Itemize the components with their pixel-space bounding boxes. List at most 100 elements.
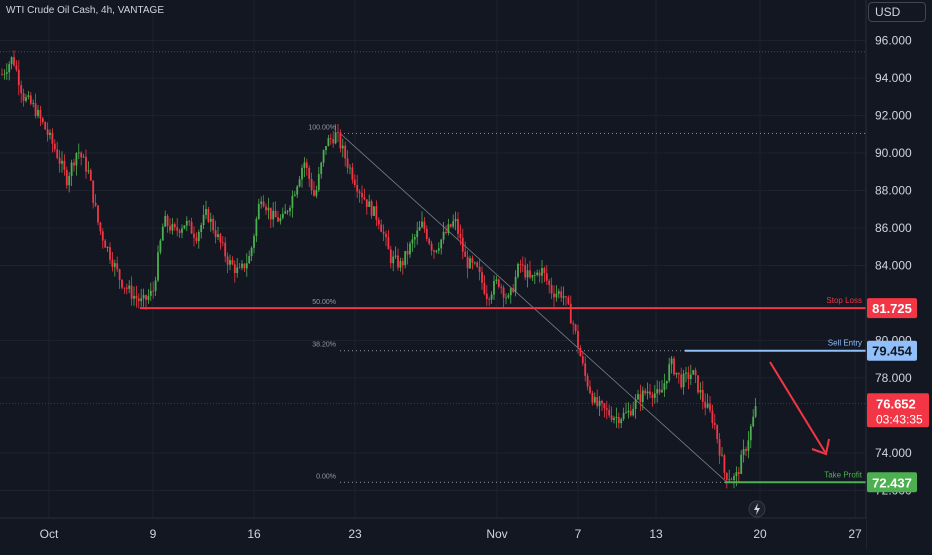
candle-body bbox=[697, 375, 699, 393]
candle-body bbox=[603, 403, 606, 409]
candle-body bbox=[353, 179, 356, 186]
candle-body bbox=[361, 192, 363, 198]
candle-body bbox=[682, 373, 685, 388]
candle-body bbox=[123, 287, 126, 289]
lightning-icon[interactable] bbox=[748, 500, 766, 518]
candle-body bbox=[735, 472, 738, 477]
candle-body bbox=[653, 393, 656, 398]
current-price-badge bbox=[867, 393, 929, 428]
candle-body bbox=[262, 201, 265, 207]
candle-body bbox=[358, 191, 361, 193]
candle-body bbox=[627, 410, 630, 413]
candle-body bbox=[3, 73, 6, 75]
candle-body bbox=[22, 93, 25, 101]
candle-body bbox=[416, 230, 419, 238]
time-tick-label: Oct bbox=[40, 527, 59, 541]
candle-body bbox=[248, 255, 251, 264]
candle-body bbox=[310, 179, 313, 191]
down-arrow-icon bbox=[769, 361, 830, 456]
candle-body bbox=[497, 279, 500, 287]
candle-body bbox=[373, 206, 375, 216]
candle-body bbox=[449, 224, 452, 227]
candle-body bbox=[44, 122, 47, 130]
candle-body bbox=[620, 419, 623, 424]
candle-body bbox=[425, 228, 428, 239]
candle-body bbox=[229, 260, 231, 265]
candle-body bbox=[428, 238, 431, 244]
candle-body bbox=[183, 225, 186, 229]
candle-body bbox=[344, 145, 347, 159]
candle-body bbox=[730, 479, 733, 481]
candle-body bbox=[586, 375, 589, 387]
candle-body bbox=[188, 220, 191, 222]
candle-body bbox=[327, 138, 330, 147]
countdown-timer: 03:43:35 bbox=[876, 412, 923, 426]
candle-body bbox=[260, 201, 263, 204]
candle-body bbox=[512, 288, 515, 292]
candle-body bbox=[706, 403, 709, 408]
candle-body bbox=[121, 279, 123, 288]
candle-body bbox=[125, 287, 128, 289]
candle-body bbox=[452, 221, 455, 227]
price-axis[interactable]: 96.000 94.000 92.000 90.000 88.000 86.000 84.0… bbox=[865, 0, 932, 550]
level-badge bbox=[867, 472, 917, 493]
candle-body bbox=[553, 293, 555, 298]
candle-body bbox=[130, 285, 133, 299]
candle-body bbox=[286, 211, 289, 213]
candle-body bbox=[711, 410, 714, 423]
candle-body bbox=[685, 372, 687, 374]
candle-body bbox=[464, 251, 467, 257]
candle-body bbox=[5, 72, 8, 74]
candle-body bbox=[101, 231, 104, 241]
candle-body bbox=[233, 264, 236, 274]
candle-body bbox=[608, 409, 611, 416]
candle-body bbox=[613, 417, 615, 420]
candle-body bbox=[231, 260, 234, 265]
candle-body bbox=[605, 408, 608, 410]
candle-body bbox=[557, 291, 560, 294]
candle-body bbox=[20, 85, 23, 94]
candle-body bbox=[190, 221, 193, 234]
candle-body bbox=[699, 389, 702, 393]
candle-body bbox=[536, 272, 539, 275]
candle-body bbox=[550, 284, 553, 294]
candle-body bbox=[195, 237, 198, 242]
candle-body bbox=[591, 392, 594, 403]
candle-body bbox=[461, 237, 464, 252]
candle-body bbox=[73, 162, 75, 166]
candle-body bbox=[524, 264, 527, 278]
candle-body bbox=[457, 219, 459, 234]
fib-level-label: 0.00% bbox=[316, 473, 336, 480]
candle-body bbox=[740, 454, 743, 474]
candle-body bbox=[89, 170, 92, 181]
candle-body bbox=[58, 157, 61, 164]
candle-body bbox=[257, 203, 260, 219]
candle-body bbox=[94, 202, 97, 206]
grid bbox=[0, 0, 866, 518]
candle-body bbox=[289, 207, 291, 212]
time-axis[interactable]: Oct 9 16 23 Nov 7 13 20 27 bbox=[0, 517, 866, 550]
candle-body bbox=[87, 170, 90, 172]
candle-body bbox=[562, 296, 565, 298]
candle-body bbox=[377, 219, 380, 225]
candle-body bbox=[565, 296, 567, 298]
candle-body bbox=[320, 162, 323, 175]
candle-body bbox=[346, 158, 349, 168]
candle-body bbox=[545, 273, 548, 281]
candle-body bbox=[519, 264, 522, 265]
candle-body bbox=[164, 215, 167, 227]
candle-body bbox=[637, 394, 639, 400]
candle-body bbox=[577, 330, 579, 348]
currency-button[interactable]: USD bbox=[868, 2, 926, 22]
candle-body bbox=[159, 240, 162, 253]
time-tick-label: 16 bbox=[247, 527, 261, 541]
candle-body bbox=[646, 391, 649, 394]
candle-body bbox=[65, 169, 68, 186]
candle-body bbox=[10, 57, 13, 65]
candle-body bbox=[41, 118, 44, 123]
candle-body bbox=[447, 224, 450, 233]
candle-body bbox=[526, 270, 529, 278]
